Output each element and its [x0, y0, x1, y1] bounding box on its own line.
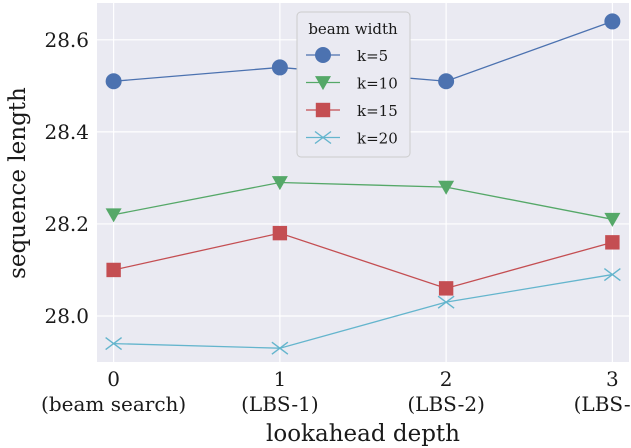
- legend-label: k=10: [357, 75, 398, 93]
- marker-x: [314, 130, 332, 145]
- marker-x: [437, 295, 455, 309]
- x-axis-ticks: 0(beam search) 1(LBS-1) 2(LBS-2) 3(LBS-3): [41, 367, 631, 416]
- x-tick-label: (LBS-2): [407, 392, 485, 416]
- series-line: [113, 181, 613, 220]
- marker-square: [438, 281, 454, 296]
- marker-circle: [604, 13, 621, 30]
- legend-label: k=15: [357, 102, 398, 120]
- x-tick-label: (beam search): [41, 392, 186, 416]
- legend-title: beam width: [308, 20, 398, 38]
- x-axis-title: lookahead depth: [266, 421, 460, 447]
- marker-circle: [438, 73, 455, 90]
- series-lines: [113, 20, 613, 349]
- y-tick-label: 28.6: [44, 28, 89, 52]
- marker-triangle: [438, 180, 455, 195]
- y-axis-ticks: 28.0 28.2 28.4 28.6: [44, 28, 89, 328]
- legend-label: k=20: [357, 130, 398, 148]
- marker-triangle: [315, 76, 331, 91]
- x-tick-label: 0: [107, 367, 120, 391]
- marker-circle: [315, 47, 331, 63]
- legend-label: k=5: [357, 47, 388, 65]
- marker-circle: [271, 59, 288, 76]
- marker-square: [315, 102, 331, 118]
- marker-circle: [105, 73, 122, 90]
- marker-square: [106, 262, 121, 278]
- marker-x-stroke: [105, 337, 123, 351]
- x-tick-label: 3: [606, 367, 619, 391]
- marker-x-stroke: [314, 130, 332, 145]
- x-tick-label: 1: [274, 367, 287, 391]
- marker-x-stroke: [437, 295, 455, 309]
- marker-square: [272, 225, 288, 241]
- legend: beam width k=5 k=10 k=15 k=20: [296, 11, 411, 158]
- marker-x: [271, 341, 289, 355]
- marker-triangle: [271, 176, 288, 191]
- series-markers: [105, 13, 621, 355]
- x-tick-label: (LBS-3): [574, 392, 631, 416]
- series-line: [113, 273, 613, 349]
- marker-square: [605, 235, 620, 250]
- y-tick-label: 28.2: [44, 212, 89, 236]
- x-tick-label: (LBS-1): [241, 392, 319, 416]
- y-axis-title: sequence length: [5, 87, 31, 279]
- series-line: [113, 232, 613, 290]
- marker-x: [105, 337, 123, 351]
- marker-x-stroke: [271, 341, 289, 355]
- marker-triangle: [604, 212, 621, 227]
- marker-x: [603, 267, 621, 282]
- marker-x-stroke: [603, 267, 621, 282]
- y-tick-label: 28.4: [44, 120, 89, 144]
- y-tick-label: 28.0: [44, 304, 89, 328]
- marker-triangle: [105, 208, 122, 223]
- x-tick-label: 2: [440, 367, 453, 391]
